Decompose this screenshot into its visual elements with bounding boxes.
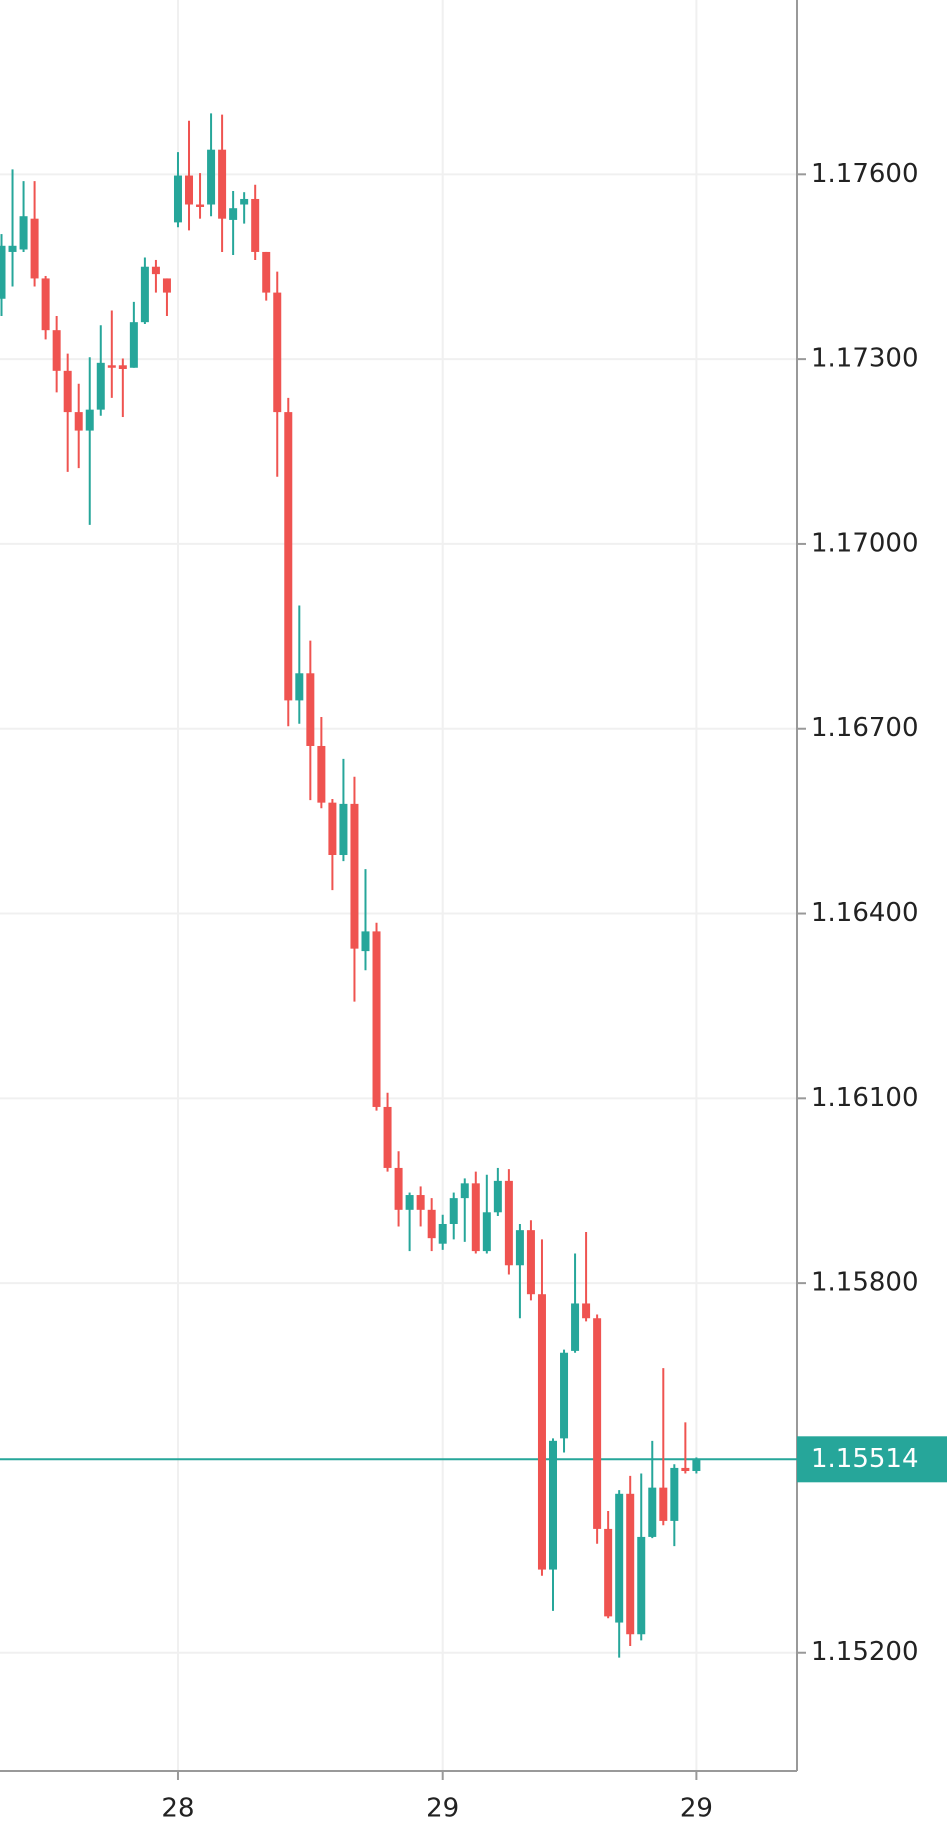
candle-body bbox=[118, 365, 127, 369]
candle-body bbox=[493, 1180, 502, 1213]
candle-body bbox=[571, 1303, 580, 1351]
candle-body bbox=[328, 802, 337, 856]
candle-body bbox=[449, 1198, 458, 1224]
candle-body bbox=[63, 370, 72, 413]
candle-body bbox=[460, 1183, 469, 1199]
candle-body bbox=[427, 1209, 436, 1239]
candle-body bbox=[173, 175, 182, 223]
candle-body bbox=[504, 1180, 513, 1266]
candle-body bbox=[196, 204, 205, 207]
candle-body bbox=[240, 198, 249, 205]
candle-body bbox=[405, 1195, 414, 1210]
last-price-box bbox=[797, 1436, 947, 1483]
candle-body bbox=[416, 1195, 425, 1210]
candle-body bbox=[295, 673, 304, 701]
candle-body bbox=[262, 251, 271, 293]
candle-body bbox=[438, 1223, 447, 1244]
candle-body bbox=[229, 208, 238, 220]
candle-body bbox=[361, 931, 370, 952]
candle-body bbox=[670, 1467, 679, 1521]
y-tick-label: 1.15800 bbox=[811, 1268, 919, 1298]
candle-body bbox=[560, 1352, 569, 1439]
candle-body bbox=[526, 1230, 535, 1295]
y-tick-label: 1.16100 bbox=[811, 1083, 919, 1113]
candle-body bbox=[637, 1536, 646, 1635]
candle-body bbox=[394, 1167, 403, 1210]
y-tick-label: 1.15200 bbox=[811, 1637, 919, 1667]
candle-body bbox=[207, 149, 216, 205]
candle-body bbox=[339, 803, 348, 856]
candle-body bbox=[85, 409, 94, 431]
candle-body bbox=[549, 1440, 557, 1570]
candle-body bbox=[218, 149, 227, 219]
candle-body bbox=[372, 931, 381, 1107]
candle-body bbox=[52, 330, 61, 371]
x-tick-label: 29 bbox=[680, 1794, 713, 1824]
candle-body bbox=[251, 198, 260, 252]
candle-body bbox=[129, 322, 138, 368]
candle-body bbox=[151, 266, 160, 275]
candle-body bbox=[74, 412, 83, 431]
candle-body bbox=[185, 175, 194, 205]
candle-body bbox=[317, 745, 326, 803]
candle-body bbox=[648, 1487, 657, 1537]
candle-body bbox=[615, 1493, 624, 1623]
candle-body bbox=[140, 266, 149, 323]
candle-body bbox=[0, 245, 6, 299]
candle-body bbox=[681, 1467, 690, 1472]
candle-body bbox=[107, 365, 116, 368]
x-tick-label: 29 bbox=[426, 1794, 459, 1824]
y-tick-label: 1.16400 bbox=[811, 898, 919, 928]
candle-body bbox=[41, 278, 50, 331]
candle-body bbox=[273, 292, 282, 413]
y-tick-label: 1.17300 bbox=[811, 344, 919, 374]
candle-body bbox=[284, 412, 293, 701]
candle-body bbox=[515, 1230, 524, 1266]
candle-body bbox=[537, 1294, 546, 1570]
candle-body bbox=[8, 245, 17, 252]
y-tick-label: 1.17600 bbox=[811, 159, 919, 189]
x-tick-label: 28 bbox=[161, 1794, 194, 1824]
candle-body bbox=[96, 362, 105, 410]
last-price-label: 1.15514 bbox=[811, 1444, 919, 1474]
candle-body bbox=[692, 1459, 701, 1472]
candle-body bbox=[471, 1183, 480, 1252]
candle-body bbox=[582, 1303, 591, 1319]
candle-body bbox=[350, 803, 359, 949]
y-tick-label: 1.16700 bbox=[811, 713, 919, 743]
candle-body bbox=[30, 218, 39, 279]
candle-body bbox=[626, 1493, 635, 1635]
candle-body bbox=[162, 278, 171, 293]
candle-body bbox=[593, 1318, 602, 1529]
candle-body bbox=[482, 1212, 491, 1252]
candle-body bbox=[383, 1106, 392, 1168]
candle-body bbox=[306, 673, 315, 746]
candle-body bbox=[659, 1487, 668, 1521]
candle-body bbox=[604, 1528, 613, 1617]
y-tick-label: 1.17000 bbox=[811, 528, 919, 558]
candle-body bbox=[19, 216, 28, 250]
